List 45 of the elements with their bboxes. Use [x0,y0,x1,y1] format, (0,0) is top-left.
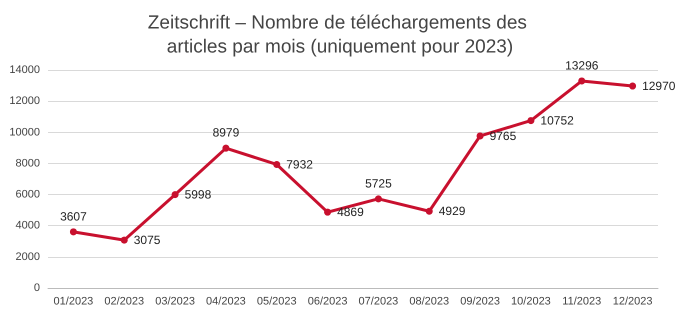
point [374,195,382,202]
x-tick-label: 09/2023 [460,296,500,308]
data-label: 4929 [438,204,466,218]
x-tick-label: 01/2023 [54,296,94,308]
y-tick-label: 12000 [9,95,40,108]
y-tick-label: 6000 [16,188,40,201]
y-tick-label: 10000 [9,126,40,138]
x-tick-label: 04/2023 [206,296,246,308]
x-tick-label: 07/2023 [358,296,398,308]
x-tick-label: 03/2023 [155,296,195,308]
point [426,208,433,215]
point [527,117,534,124]
data-label: 4869 [337,205,364,220]
y-tick-label: 0 [34,282,40,294]
x-tick-label: 02/2023 [104,296,144,308]
data-label: 8979 [212,126,240,140]
x-tick-label: 11/2023 [562,296,602,308]
data-label: 5725 [365,176,392,190]
data-label: 13296 [565,58,599,72]
chart-title: Zeitschrift – Nombre de téléchargements des articles par mois (uniquement pour 2023) [148,12,532,58]
data-label: 3607 [60,209,88,224]
point [273,160,280,168]
point [120,236,128,244]
x-tick-label: 08/2023 [409,296,450,308]
data-label: 12970 [642,79,676,94]
y-tick-label: 14000 [9,64,40,76]
data-label: 9765 [490,128,517,143]
y-tick-label: 4000 [16,220,40,232]
x-tick-label: 12/2023 [612,296,652,308]
point [222,144,230,152]
x-tick-label: 06/2023 [308,296,348,308]
data-label: 7932 [286,157,314,172]
point [70,228,77,236]
x-tick-label: 05/2023 [256,296,297,308]
data-label: 10752 [540,114,574,128]
point [476,132,484,140]
data-label: 5998 [184,188,212,202]
y-tick-label: 2000 [16,250,40,263]
x-tick-label: 10/2023 [511,296,551,308]
point [578,77,586,84]
point [629,82,636,90]
y-tick-label: 8000 [16,157,40,170]
point [172,191,179,198]
point [324,208,332,216]
data-label: 3075 [134,233,161,248]
